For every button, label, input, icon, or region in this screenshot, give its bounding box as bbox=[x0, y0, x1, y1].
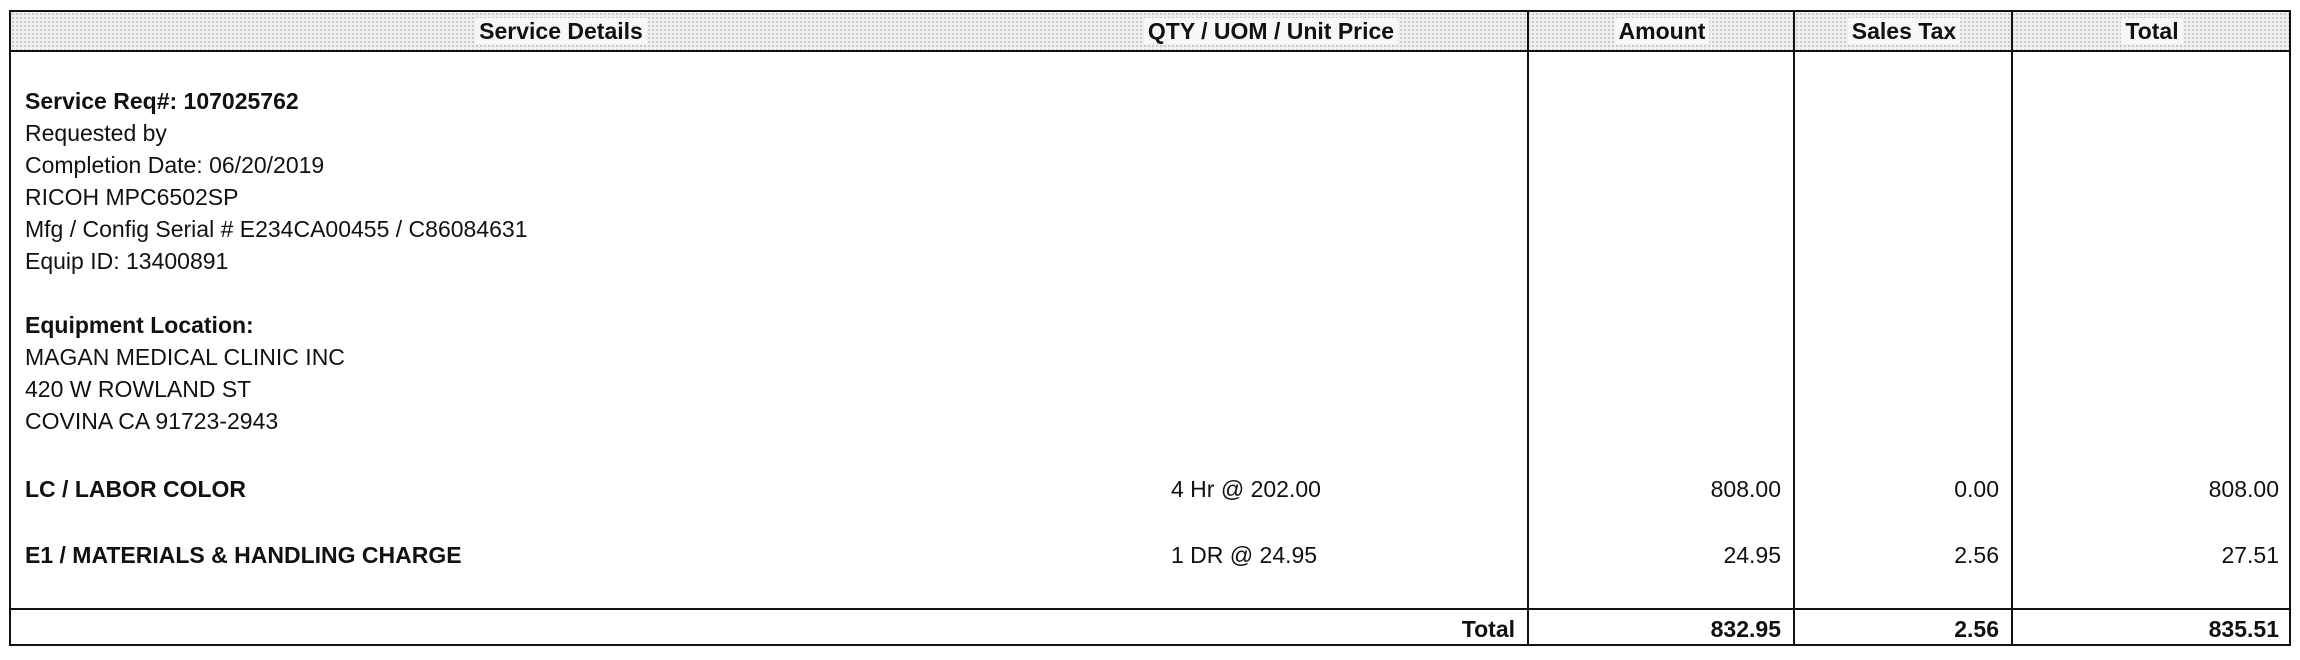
column-divider bbox=[2011, 12, 2013, 646]
line-item-tax: 0.00 bbox=[1954, 476, 1999, 502]
invoice-service-table: Service Details QTY / UOM / Unit Price A… bbox=[9, 10, 2291, 646]
serial-numbers: Mfg / Config Serial # E234CA00455 / C860… bbox=[25, 216, 528, 242]
equipment-location-label: Equipment Location: bbox=[25, 312, 254, 338]
location-name: MAGAN MEDICAL CLINIC INC bbox=[25, 344, 345, 370]
requested-by: Requested by bbox=[25, 120, 167, 146]
line-item-qty: 1 DR @ 24.95 bbox=[1171, 542, 1318, 568]
location-street: 420 W ROWLAND ST bbox=[25, 376, 252, 402]
totals-total: 835.51 bbox=[2208, 616, 2279, 642]
line-item-amount: 808.00 bbox=[1710, 476, 1781, 502]
equipment-model: RICOH MPC6502SP bbox=[25, 184, 239, 210]
header-sales-tax: Sales Tax bbox=[1795, 12, 2013, 50]
table-header: Service Details QTY / UOM / Unit Price A… bbox=[11, 12, 2289, 52]
totals-amount: 832.95 bbox=[1710, 616, 1781, 642]
header-amount: Amount bbox=[1529, 12, 1795, 50]
equip-id: Equip ID: 13400891 bbox=[25, 248, 229, 274]
header-service-details: Service Details bbox=[11, 12, 1111, 50]
totals-row-border bbox=[11, 608, 2289, 610]
line-item-total: 27.51 bbox=[2221, 542, 2279, 568]
location-city: COVINA CA 91723-2943 bbox=[25, 408, 279, 434]
line-item-description: LC / LABOR COLOR bbox=[25, 476, 247, 502]
line-item-tax: 2.56 bbox=[1954, 542, 1999, 568]
line-item-amount: 24.95 bbox=[1723, 542, 1781, 568]
line-item-description: E1 / MATERIALS & HANDLING CHARGE bbox=[25, 542, 462, 568]
totals-label: Total bbox=[1461, 616, 1515, 642]
column-divider bbox=[1793, 12, 1795, 646]
line-item-qty: 4 Hr @ 202.00 bbox=[1171, 476, 1321, 502]
totals-tax: 2.56 bbox=[1954, 616, 1999, 642]
column-divider bbox=[1527, 12, 1529, 646]
service-req-number: Service Req#: 107025762 bbox=[25, 88, 299, 114]
completion-date: Completion Date: 06/20/2019 bbox=[25, 152, 325, 178]
header-qty-uom-unit-price: QTY / UOM / Unit Price bbox=[1051, 12, 1491, 50]
header-total: Total bbox=[2013, 12, 2291, 50]
line-item-total: 808.00 bbox=[2208, 476, 2279, 502]
